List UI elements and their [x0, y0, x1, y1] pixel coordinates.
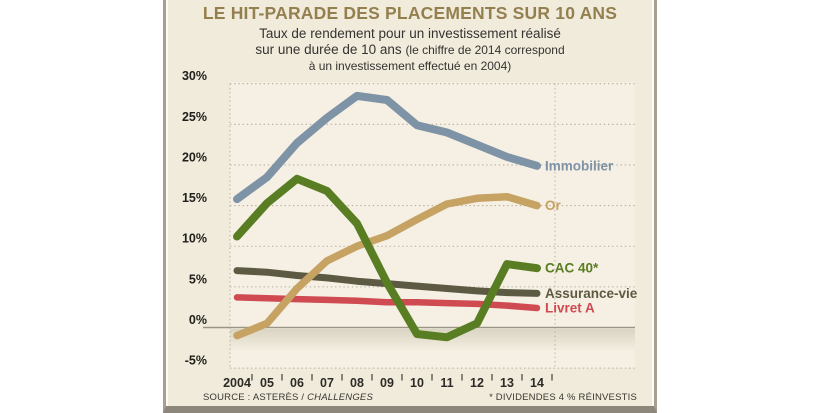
subtitle-line-1: Taux de rendement pour un investissement…	[166, 26, 654, 42]
legend-or: Or	[545, 198, 562, 213]
y-axis-label: 15%	[182, 191, 207, 205]
x-axis-label: 12	[470, 376, 484, 390]
y-axis-label: -5%	[185, 354, 207, 368]
x-axis-label: 09	[380, 376, 394, 390]
x-axis-label: 08	[350, 376, 364, 390]
y-axis-label: 25%	[182, 110, 207, 124]
source-prefix: SOURCE : ASTERÈS /	[203, 392, 308, 403]
chart-svg: 30% 25% 20% 15% 10% 5% 0% -5% 2004 05 06 07 08 09 10 11…	[182, 69, 638, 390]
infographic-panel: LE HIT-PARADE DES PLACEMENTS SUR 10 ANS …	[163, 0, 657, 413]
chart-subtitle: Taux de rendement pour un investissement…	[166, 26, 654, 75]
x-axis-label: 06	[290, 376, 304, 390]
x-axis-label: 10	[410, 376, 424, 390]
subtitle-line-2: sur une durée de 10 ans (le chiffre de 2…	[166, 42, 654, 59]
x-axis-label: 05	[260, 376, 274, 390]
series-line-or	[233, 192, 541, 340]
y-axis-label: 5%	[189, 272, 207, 286]
series-line-immobilier	[233, 91, 541, 204]
legend-livret-a: Livret A	[545, 300, 595, 315]
subtitle-line-3: à un investissement effectué en 2004)	[166, 58, 654, 75]
chart-footer: SOURCE : ASTERÈS / CHALLENGES * DIVIDEND…	[166, 389, 654, 406]
subtitle-text: Taux de rendement pour un investissement…	[259, 26, 561, 41]
x-axis-label: 13	[500, 376, 514, 390]
subtitle-text: sur une durée de 10 ans	[255, 41, 406, 57]
source-publication: CHALLENGES	[307, 392, 373, 403]
series-line-cac-40-	[233, 174, 541, 342]
legend-immobilier: Immobilier	[545, 158, 614, 173]
legend-cac-40-: CAC 40*	[545, 261, 599, 276]
y-axis-label: 30%	[182, 69, 207, 83]
below-zero-band	[230, 329, 635, 352]
legend-assurance-vie: Assurance-vie	[545, 286, 638, 301]
source-label: SOURCE : ASTERÈS / CHALLENGES	[203, 392, 373, 403]
x-axis-label: 07	[320, 376, 334, 390]
dividends-footnote: * DIVIDENDES 4 % RÉINVESTIS	[489, 392, 637, 403]
x-axis-label: 14	[530, 376, 544, 390]
y-axis-label: 10%	[182, 232, 207, 246]
subtitle-note: à un investissement effectué en 2004)	[308, 59, 512, 73]
chart-title: LE HIT-PARADE DES PLACEMENTS SUR 10 ANS	[202, 3, 618, 23]
y-axis-label: 0%	[189, 313, 207, 327]
x-axis-label: 11	[440, 376, 453, 390]
y-axis-label: 20%	[182, 150, 207, 164]
subtitle-note: (le chiffre de 2014 correspond	[405, 42, 565, 57]
x-axis-label: 2004	[223, 376, 251, 390]
